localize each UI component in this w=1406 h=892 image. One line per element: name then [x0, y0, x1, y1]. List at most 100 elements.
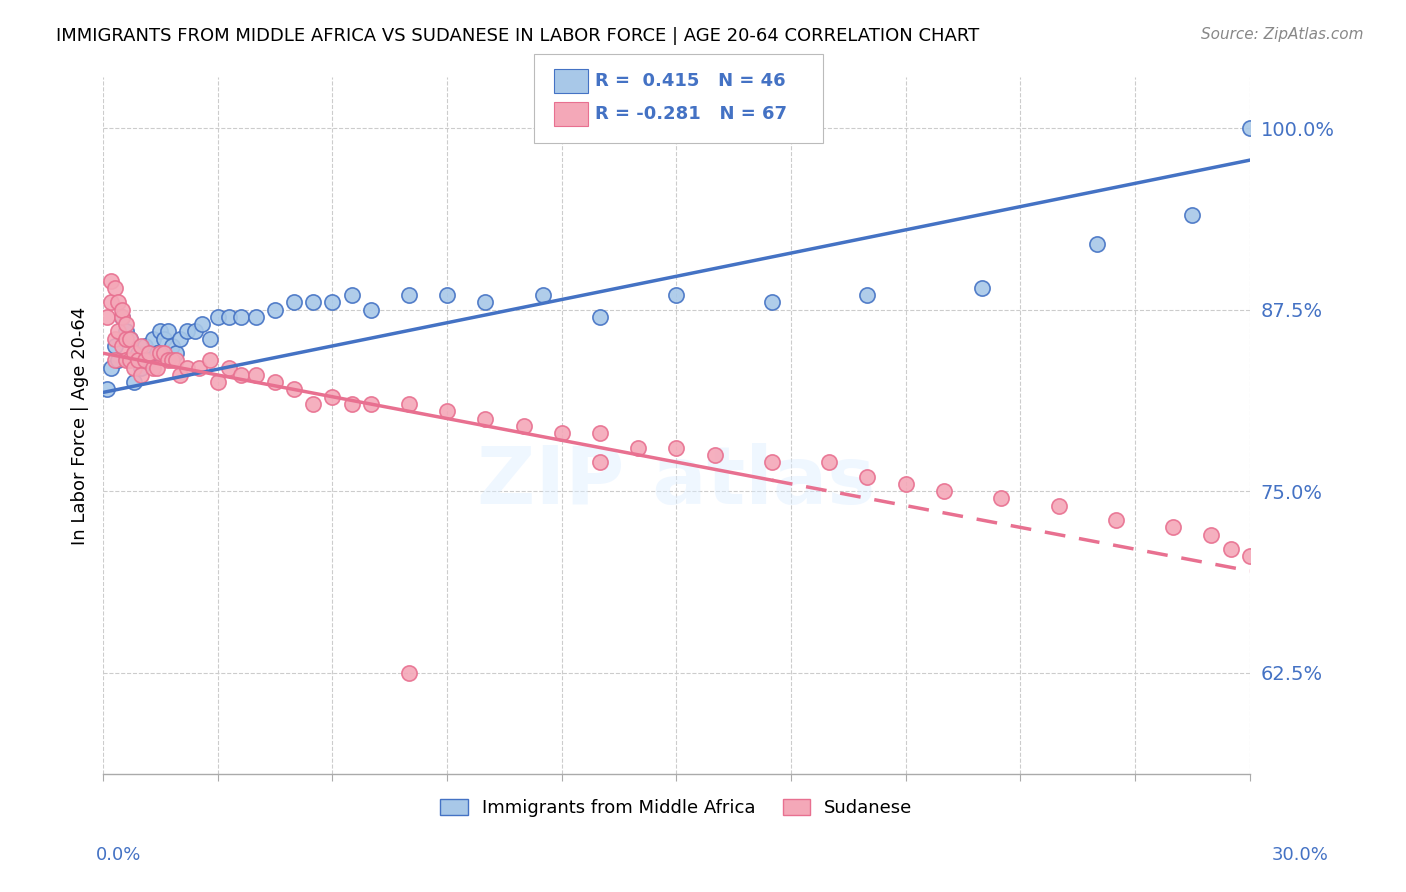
Point	[157, 325, 180, 339]
Point	[551, 425, 574, 440]
Point	[512, 418, 534, 433]
Point	[703, 448, 725, 462]
Point	[149, 325, 172, 339]
Point	[142, 332, 165, 346]
Point	[131, 360, 153, 375]
Point	[115, 317, 138, 331]
Point	[100, 274, 122, 288]
Point	[856, 469, 879, 483]
Point	[589, 425, 612, 440]
Point	[229, 368, 252, 382]
Text: ZIP atlas: ZIP atlas	[477, 442, 876, 521]
Point	[264, 302, 287, 317]
Point	[218, 360, 240, 375]
Text: IMMIGRANTS FROM MIDDLE AFRICA VS SUDANESE IN LABOR FORCE | AGE 20-64 CORRELATION: IMMIGRANTS FROM MIDDLE AFRICA VS SUDANES…	[56, 27, 980, 45]
Point	[398, 397, 420, 411]
Point	[531, 288, 554, 302]
Point	[932, 484, 955, 499]
Point	[1239, 549, 1261, 564]
Point	[115, 325, 138, 339]
Text: 0.0%: 0.0%	[96, 846, 141, 863]
Point	[104, 339, 127, 353]
Point	[218, 310, 240, 324]
Point	[1181, 208, 1204, 222]
Point	[1201, 527, 1223, 541]
Point	[160, 339, 183, 353]
Text: 30.0%: 30.0%	[1272, 846, 1329, 863]
Point	[157, 353, 180, 368]
Legend: Immigrants from Middle Africa, Sudanese: Immigrants from Middle Africa, Sudanese	[433, 791, 920, 824]
Point	[104, 281, 127, 295]
Text: Source: ZipAtlas.com: Source: ZipAtlas.com	[1201, 27, 1364, 42]
Point	[972, 281, 994, 295]
Point	[283, 383, 305, 397]
Point	[761, 455, 783, 469]
Point	[134, 353, 156, 368]
Point	[229, 310, 252, 324]
Point	[1161, 520, 1184, 534]
Point	[122, 360, 145, 375]
Point	[176, 325, 198, 339]
Point	[169, 332, 191, 346]
Point	[142, 360, 165, 375]
Point	[187, 360, 209, 375]
Text: R = -0.281   N = 67: R = -0.281 N = 67	[595, 105, 787, 123]
Point	[191, 317, 214, 331]
Point	[627, 441, 650, 455]
Point	[165, 346, 187, 360]
Point	[321, 295, 343, 310]
Point	[96, 383, 118, 397]
Point	[589, 455, 612, 469]
Point	[176, 360, 198, 375]
Point	[149, 346, 172, 360]
Point	[104, 332, 127, 346]
Point	[115, 332, 138, 346]
Point	[360, 397, 382, 411]
Point	[184, 325, 207, 339]
Point	[165, 353, 187, 368]
Point	[145, 346, 167, 360]
Point	[245, 368, 267, 382]
Point	[131, 368, 153, 382]
Point	[118, 353, 141, 368]
Point	[96, 310, 118, 324]
Point	[198, 332, 221, 346]
Point	[138, 346, 160, 360]
Point	[302, 397, 325, 411]
Point	[245, 310, 267, 324]
Point	[1239, 121, 1261, 136]
Point	[118, 332, 141, 346]
Point	[107, 295, 129, 310]
Point	[1105, 513, 1128, 527]
Point	[207, 310, 229, 324]
Point	[111, 310, 134, 324]
Point	[589, 310, 612, 324]
Point	[107, 325, 129, 339]
Point	[127, 353, 149, 368]
Point	[340, 397, 363, 411]
Point	[398, 288, 420, 302]
Point	[138, 353, 160, 368]
Point	[127, 346, 149, 360]
Point	[207, 376, 229, 390]
Point	[169, 368, 191, 382]
Point	[104, 353, 127, 368]
Point	[107, 353, 129, 368]
Point	[302, 295, 325, 310]
Point	[761, 295, 783, 310]
Point	[100, 360, 122, 375]
Point	[118, 332, 141, 346]
Point	[111, 310, 134, 324]
Point	[1047, 499, 1070, 513]
Point	[111, 339, 134, 353]
Point	[665, 441, 688, 455]
Point	[145, 360, 167, 375]
Point	[153, 346, 176, 360]
Point	[321, 390, 343, 404]
Point	[856, 288, 879, 302]
Point	[160, 353, 183, 368]
Point	[283, 295, 305, 310]
Point	[340, 288, 363, 302]
Point	[134, 339, 156, 353]
Point	[665, 288, 688, 302]
